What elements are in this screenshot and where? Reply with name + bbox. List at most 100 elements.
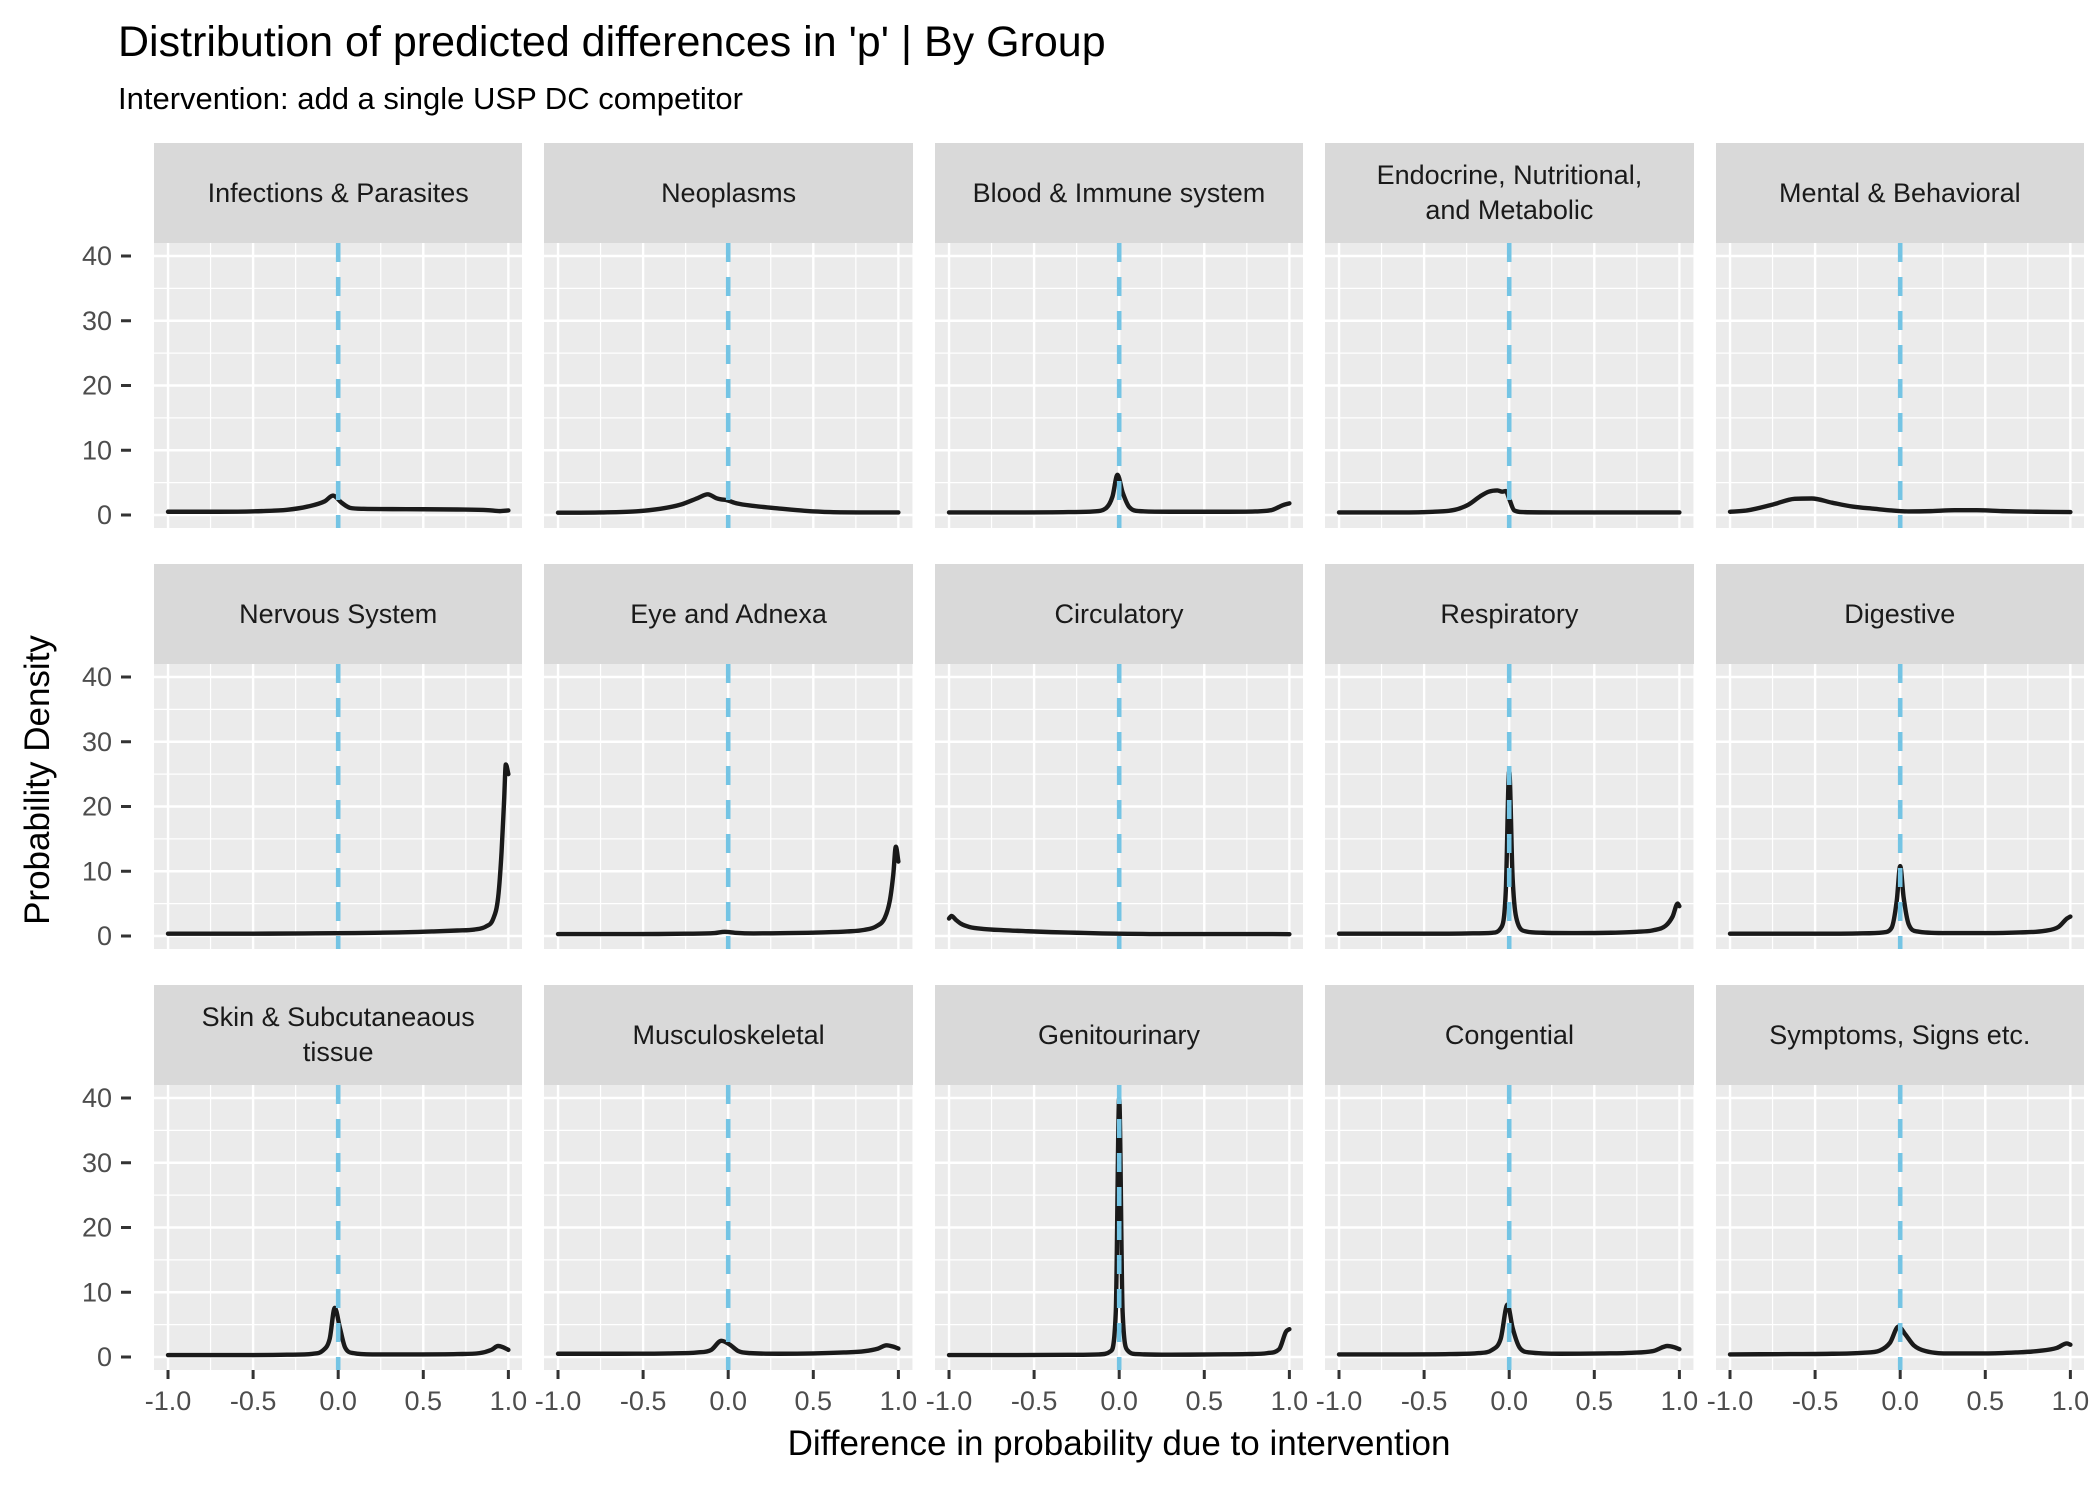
facet-strip: Genitourinary xyxy=(934,985,1304,1085)
facet: Endocrine, Nutritional, and Metabolic xyxy=(1325,143,1694,528)
facet-strip: Circulatory xyxy=(934,564,1304,664)
x-tick-label: -1.0 xyxy=(926,1386,973,1416)
facet-strip: Symptoms, Signs etc. xyxy=(1715,985,2084,1085)
x-axis-corner-spacer xyxy=(62,1370,132,1416)
strip-spacer xyxy=(62,564,132,664)
strip-spacer xyxy=(62,985,132,1085)
x-tick-label: 0.5 xyxy=(795,1386,833,1416)
facet-panel xyxy=(154,1085,523,1370)
x-tick-label: -1.0 xyxy=(1316,1386,1363,1416)
x-tick-label: -1.0 xyxy=(145,1386,192,1416)
density-curve xyxy=(558,494,898,512)
y-axis-row-1: 0 10 20 30 40 xyxy=(62,564,132,951)
facet-panel xyxy=(1715,664,2084,949)
x-tick-label: -0.5 xyxy=(230,1386,277,1416)
facet-label: Infections & Parasites xyxy=(207,177,469,208)
y-tick-label: 0 xyxy=(97,1342,112,1372)
facet-label: Congential xyxy=(1444,1019,1574,1050)
y-tick-label: 40 xyxy=(82,241,112,271)
figure: Distribution of predicted differences in… xyxy=(14,18,2089,1464)
facet-strip: Musculoskeletal xyxy=(544,985,913,1085)
y-axis-ticks: 0 10 20 30 40 xyxy=(82,1083,131,1372)
x-tick-label: 0.0 xyxy=(710,1386,748,1416)
x-tick-label: -0.5 xyxy=(1791,1386,1838,1416)
facet-label: Digestive xyxy=(1844,598,1956,629)
y-tick-label: 40 xyxy=(82,1083,112,1113)
facet: Genitourinary xyxy=(934,985,1304,1370)
facet-strip: Blood & Immune system xyxy=(934,143,1304,243)
y-tick-label: 0 xyxy=(97,921,112,951)
density-curve xyxy=(558,847,898,934)
x-tick-label: 1.0 xyxy=(1270,1386,1308,1416)
density-curve xyxy=(168,496,508,512)
facet-strip: Respiratory xyxy=(1325,564,1694,664)
y-axis-title-container: Probability Density xyxy=(14,143,62,1416)
facet: Eye and Adnexa xyxy=(544,564,913,949)
facet: Blood & Immune system xyxy=(934,143,1304,528)
density-curve xyxy=(168,1308,508,1355)
facet-label: Respiratory xyxy=(1440,598,1579,629)
facet-panel xyxy=(1715,243,2084,528)
x-tick-label: 0.5 xyxy=(405,1386,443,1416)
x-tick-label: 1.0 xyxy=(2051,1386,2089,1416)
facet-strip: Nervous System xyxy=(154,564,523,664)
density-curve xyxy=(558,1341,898,1354)
facet-panel xyxy=(544,1085,913,1370)
y-tick-label: 30 xyxy=(82,727,112,757)
facet-label: Circulatory xyxy=(1054,598,1184,629)
y-tick-label: 30 xyxy=(82,1148,112,1178)
facet-panel xyxy=(1325,243,1694,528)
facet-strip: Endocrine, Nutritional, and Metabolic xyxy=(1325,143,1694,243)
density-curve xyxy=(949,1098,1289,1355)
x-tick-label: 0.5 xyxy=(1966,1386,2004,1416)
y-tick-label: 0 xyxy=(97,500,112,530)
x-tick-label: -0.5 xyxy=(1011,1386,1058,1416)
facet-strip: Digestive xyxy=(1715,564,2084,664)
facet-label: Endocrine, Nutritional, and Metabolic xyxy=(1376,160,1643,225)
x-tick-label: -1.0 xyxy=(535,1386,582,1416)
x-tick-label: 0.0 xyxy=(1881,1386,1919,1416)
facet: Infections & Parasites xyxy=(154,143,523,528)
facet-strip: Infections & Parasites xyxy=(154,143,523,243)
y-axis-ticks: 0 10 20 30 40 xyxy=(82,662,131,951)
facet-label: Mental & Behavioral xyxy=(1778,177,2021,208)
facet: Symptoms, Signs etc. xyxy=(1715,985,2084,1370)
x-tick-label: 0.5 xyxy=(1185,1386,1223,1416)
facet-panel xyxy=(154,664,523,949)
x-axis-ticks: -1.0 -0.5 0.0 0.5 1.0 xyxy=(535,1370,918,1416)
facet: Digestive xyxy=(1715,564,2084,949)
chart-title: Distribution of predicted differences in… xyxy=(118,18,1106,66)
facet-label: Symptoms, Signs etc. xyxy=(1769,1019,2031,1050)
density-curve xyxy=(949,916,1289,934)
density-curve xyxy=(1339,771,1679,934)
facet-strip: Neoplasms xyxy=(544,143,913,243)
y-tick-label: 20 xyxy=(82,792,112,822)
x-tick-label: -0.5 xyxy=(620,1386,667,1416)
facet: Respiratory xyxy=(1325,564,1694,949)
x-tick-label: 0.0 xyxy=(1100,1386,1138,1416)
y-tick-label: 10 xyxy=(82,856,112,886)
plot-area: Probability Density 0 10 20 30 40 Infections … xyxy=(14,143,2089,1416)
facet: Nervous System xyxy=(154,564,523,949)
y-tick-label: 10 xyxy=(82,435,112,465)
facet-label: Blood & Immune system xyxy=(972,177,1266,208)
x-tick-label: 1.0 xyxy=(1661,1386,1699,1416)
density-curve xyxy=(1730,866,2070,934)
facet-panel xyxy=(934,1085,1304,1370)
y-axis-row-0: 0 10 20 30 40 xyxy=(62,143,132,530)
y-tick-label: 20 xyxy=(82,1213,112,1243)
x-tick-label: 0.0 xyxy=(319,1386,357,1416)
chart-subtitle: Intervention: add a single USP DC compet… xyxy=(118,81,743,116)
facet-grid: 0 10 20 30 40 Infections & Parasites Neoplasms… xyxy=(62,143,2089,1416)
y-tick-label: 10 xyxy=(82,1277,112,1307)
density-curve xyxy=(1730,1327,2070,1355)
facet: Neoplasms xyxy=(544,143,913,528)
x-tick-label: -0.5 xyxy=(1401,1386,1448,1416)
facet: Mental & Behavioral xyxy=(1715,143,2084,528)
facet-label: Eye and Adnexa xyxy=(630,598,827,629)
facet-panel xyxy=(1715,1085,2084,1370)
facet-strip: Congential xyxy=(1325,985,1694,1085)
y-tick-label: 20 xyxy=(82,371,112,401)
x-axis-ticks: -1.0 -0.5 0.0 0.5 1.0 xyxy=(1706,1370,2089,1416)
x-tick-label: 1.0 xyxy=(880,1386,918,1416)
